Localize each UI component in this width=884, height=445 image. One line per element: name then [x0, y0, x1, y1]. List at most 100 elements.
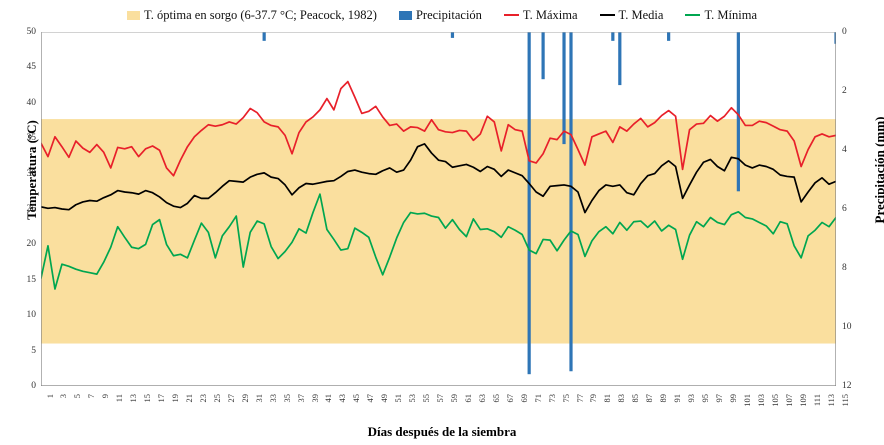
x-axis-tick-label: 115 — [839, 394, 850, 407]
x-axis-tick-label: 103 — [755, 394, 766, 407]
x-axis-tick-label: 77 — [574, 394, 585, 403]
x-axis-tick-label: 57 — [435, 394, 446, 403]
legend-swatch-tmaxima — [503, 14, 519, 16]
x-axis-title: Días después de la siembra — [367, 424, 517, 439]
legend-swatch-tmedia — [599, 14, 615, 16]
y-axis-right-tick-label: 8 — [842, 263, 847, 273]
x-axis-tick-label: 111 — [811, 394, 822, 407]
y-axis-right-tick-label: 12 — [842, 381, 852, 391]
precipitation-bar — [541, 32, 545, 80]
plot-svg — [41, 32, 836, 386]
legend-swatch-tminima — [685, 14, 701, 16]
precipitation-bar — [736, 32, 740, 192]
x-axis-tick-label: 91 — [672, 394, 683, 403]
x-axis-tick-label: 11 — [114, 394, 125, 403]
x-axis-tick-label: 43 — [337, 394, 348, 403]
legend-item-precipitacion: Precipitación — [398, 7, 482, 22]
y-axis-right-tick-label: 2 — [842, 86, 847, 96]
x-axis-tick-label: 23 — [197, 394, 208, 403]
y-axis-left-ticks: 0 5 10 15 20 25 30 35 40 45 50 — [0, 0, 41, 445]
precipitation-bar — [450, 32, 455, 38]
x-axis-tick-label: 33 — [267, 394, 278, 403]
x-axis-tick-label: 61 — [462, 394, 473, 403]
legend-item-optima: T. óptima en sorgo (6-37.7 °C; Peacock, … — [127, 9, 377, 22]
x-axis-tick-label: 13 — [128, 394, 139, 403]
legend-swatch-optima — [127, 10, 140, 20]
x-axis-tick-label: 87 — [644, 394, 655, 403]
x-axis-tick-label: 89 — [658, 394, 669, 403]
y-axis-right-tick-label: 4 — [842, 145, 847, 155]
x-axis-tick-label: 41 — [323, 394, 334, 403]
y-axis-left-tick-label: 10 — [26, 310, 37, 321]
precipitation-bar — [569, 32, 573, 372]
x-axis-tick-label: 101 — [741, 394, 752, 407]
x-axis-tick-label: 7 — [86, 394, 97, 399]
x-axis-tick-label: 19 — [170, 394, 181, 403]
x-axis-tick-label: 51 — [393, 394, 404, 403]
x-axis-tick-label: 71 — [532, 394, 543, 403]
series-line-t-m-xima — [41, 80, 836, 177]
x-axis-tick-label: 99 — [727, 394, 738, 403]
x-axis-tick-label: 97 — [713, 394, 724, 403]
x-axis-tick-label: 49 — [379, 394, 390, 403]
x-axis-tick-label: 95 — [700, 394, 711, 403]
x-axis-tick-label: 105 — [769, 394, 780, 407]
x-axis-tick-label: 35 — [281, 394, 292, 403]
x-axis-tick-label: 59 — [448, 394, 459, 403]
optimum-temperature-band — [41, 119, 836, 344]
precipitation-bar — [618, 32, 622, 86]
x-axis-tick-label: 9 — [100, 394, 111, 399]
y-axis-right-tick-label: 0 — [842, 27, 847, 37]
y-axis-left-tick-label: 0 — [31, 381, 36, 391]
x-axis-tick-label: 67 — [504, 394, 515, 403]
x-axis-tick-label: 25 — [211, 394, 222, 403]
x-axis-tick-label: 31 — [253, 394, 264, 403]
x-axis-tick-label: 85 — [630, 394, 641, 403]
y-axis-left-tick-label: 25 — [26, 204, 37, 214]
x-axis-tick-label: 39 — [309, 394, 320, 403]
legend-label-tmedia: T. Media — [618, 7, 664, 22]
chart-legend: T. óptima en sorgo (6-37.7 °C; Peacock, … — [0, 6, 884, 24]
x-axis-tick-label: 47 — [365, 394, 376, 403]
legend-label-optima: T. óptima en sorgo (6-37.7 °C; Peacock, … — [144, 7, 377, 22]
x-axis-tick-label: 63 — [476, 394, 487, 403]
precipitation-bar — [527, 32, 531, 375]
x-axis-tick-label: 55 — [421, 394, 432, 403]
x-axis-tick-label: 113 — [825, 394, 836, 407]
x-axis-tick-label: 5 — [72, 394, 83, 399]
x-axis-tick-label: 79 — [588, 394, 599, 403]
precipitation-bar — [611, 32, 615, 41]
y-axis-right-ticks: 0 2 4 6 8 10 12 — [842, 0, 882, 445]
y-axis-left-tick-label: 15 — [26, 274, 37, 285]
x-axis-tick-label: 17 — [156, 394, 167, 403]
legend-item-tmedia: T. Media — [599, 7, 664, 22]
series-line-t-m-nima — [41, 193, 836, 290]
x-axis-tick-label: 65 — [490, 394, 501, 403]
y-axis-left-tick-label: 5 — [31, 345, 36, 356]
legend-swatch-precipitacion — [398, 10, 412, 20]
x-axis-tick-label: 75 — [560, 394, 571, 403]
legend-item-tmaxima: T. Máxima — [503, 7, 578, 22]
x-axis-tick-label: 37 — [295, 394, 306, 403]
legend-item-tminima: T. Mínima — [685, 9, 757, 22]
precipitation-bar — [834, 32, 836, 44]
y-axis-left-tick-label: 30 — [26, 168, 37, 179]
x-axis-tick-label: 73 — [546, 394, 557, 403]
plot-area — [41, 32, 836, 386]
x-axis-tick-label: 3 — [58, 394, 69, 399]
legend-label-tminima: T. Mínima — [704, 7, 757, 22]
x-axis-tick-label: 29 — [239, 394, 250, 403]
x-axis-tick-label: 107 — [783, 394, 794, 407]
x-axis-tick-label: 27 — [225, 394, 236, 403]
y-axis-left-tick-label: 20 — [26, 239, 37, 250]
x-axis-tick-label: 83 — [616, 394, 627, 403]
precipitation-bar — [667, 32, 671, 41]
legend-label-precipitacion: Precipitación — [415, 7, 482, 22]
legend-label-tmaxima: T. Máxima — [522, 7, 578, 22]
x-axis-ticks: 1 3 5 7 9 11 13 15 17 19 21 23 25 27 29 31 33 35 37 39 41 43 4… — [0, 388, 884, 424]
x-axis-tick-label: 45 — [351, 394, 362, 403]
y-axis-right-tick-label: 10 — [842, 322, 852, 332]
y-axis-left-tick-label: 40 — [26, 97, 37, 108]
precipitation-bar — [562, 32, 566, 145]
